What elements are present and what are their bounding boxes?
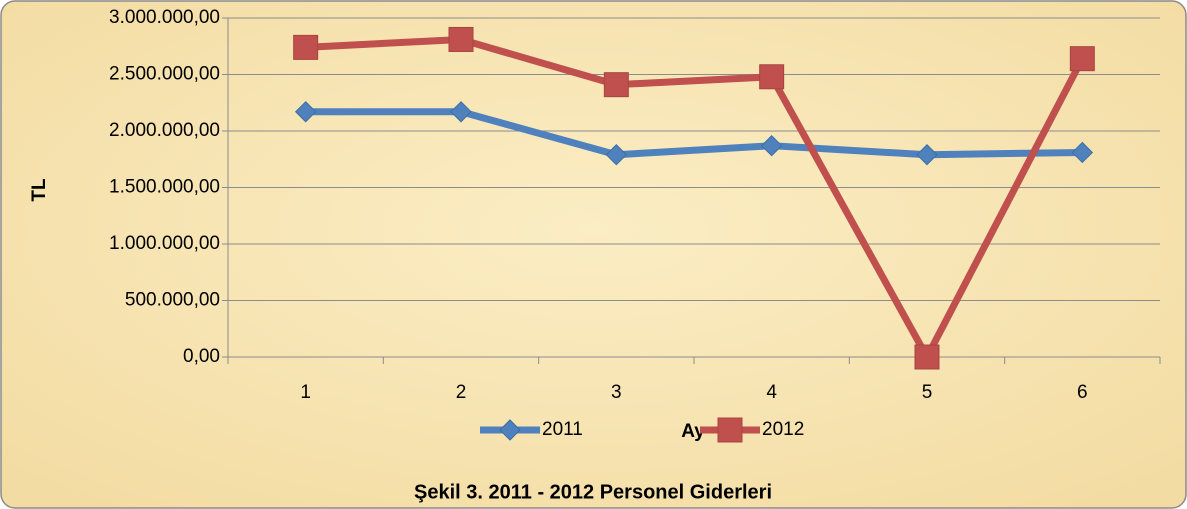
legend-marker — [717, 417, 743, 443]
y-tick-label: 1.000.000,00 — [109, 233, 220, 254]
data-point — [294, 101, 317, 123]
x-tick-label: 1 — [300, 382, 311, 403]
series-line — [305, 108, 1083, 159]
data-point — [450, 101, 472, 123]
data-point — [293, 34, 319, 60]
data-point — [605, 144, 628, 166]
y-tick-label: 0,00 — [183, 346, 220, 367]
x-tick-label: 6 — [1077, 382, 1088, 403]
data-point — [759, 64, 785, 90]
data-point — [760, 134, 783, 157]
y-tick-label: 3.000.000,00 — [109, 7, 220, 28]
chart-title: Şekil 3. 2011 - 2012 Personel Giderleri — [414, 481, 772, 503]
x-tick-label: 5 — [922, 382, 933, 403]
legend-label: 2012 — [762, 419, 804, 440]
x-tick-label: 4 — [766, 382, 777, 403]
y-tick-label: 2.000.000,00 — [109, 120, 220, 141]
data-point — [1071, 141, 1094, 164]
x-axis-title: Ay — [681, 421, 705, 442]
legend-label: 2011 — [542, 419, 583, 440]
data-point — [1069, 46, 1095, 72]
data-point — [603, 72, 629, 98]
y-tick-label: 2.500.000,00 — [109, 64, 220, 85]
data-point — [448, 26, 474, 52]
legend-marker — [499, 419, 521, 441]
y-tick-label: 1.500.000,00 — [109, 177, 220, 198]
y-axis-title: TL — [29, 178, 50, 202]
y-tick-label: 500.000,00 — [125, 290, 220, 311]
x-tick-label: 2 — [456, 382, 467, 403]
x-tick-label: 3 — [611, 382, 622, 403]
series-line — [305, 35, 1086, 361]
data-point — [916, 144, 938, 166]
data-point — [914, 344, 940, 370]
